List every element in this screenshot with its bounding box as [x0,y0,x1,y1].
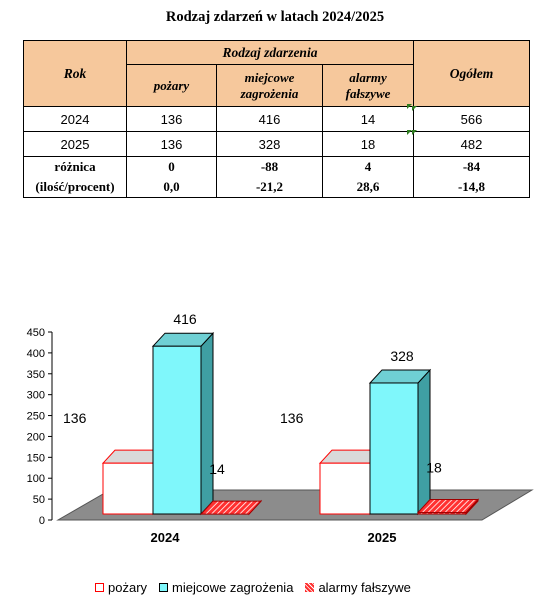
cell-pozary: 136 [126,131,217,157]
bar-miejscowe-side [200,331,214,516]
bar-alarmy-top [199,500,263,515]
cell-rok: 2025 [23,131,127,157]
header-rok: Rok [23,40,127,107]
diff-percent-ogolem: -14,8 [413,177,530,198]
y-tick-label: 300 [27,390,45,402]
bar-miejscowe-front [152,345,202,515]
legend-swatch-pozary [95,582,104,592]
page-title: Rodzaj zdarzeń w latach 2024/2025 [165,9,385,25]
diff-count-miejscowe: -88 [216,156,323,177]
header-miejscowe: miejcowe zagrożenia [216,64,323,107]
y-tick-label: 250 [27,411,45,423]
chart-legend: pożary miejcowe zagrożenia alarmy fałszy… [95,577,411,597]
bar-pozary-front [319,462,371,515]
y-tick-label: 100 [27,473,45,485]
legend-swatch-miejscowe [159,582,169,592]
legend-item-miejscowe: miejcowe zagrożenia [159,580,293,595]
header-alarmy: alarmy fałszywe [322,64,414,107]
cell-ogolem: 482 [413,131,530,157]
y-tick-label: 0 [39,515,45,527]
table-row: 2025 136 328 18 482 [23,131,530,157]
cell-ogolem: 566 [413,106,530,132]
diff-count-alarmy: 4 [322,156,414,177]
data-label: 136 [63,410,87,426]
data-label: 136 [280,410,304,426]
diff-label-sub: (ilość/procent) [23,177,127,198]
diff-percent-row: (ilość/procent) 0,0 -21,2 28,6 -14,8 [23,177,530,198]
header-pozary: pożary [126,64,217,107]
legend-label-pozary: pożary [108,579,148,595]
y-tick-label: 400 [27,348,45,360]
table-row: 2024 136 416 14 566 [23,106,530,132]
bar-pozary-front [102,462,154,515]
x-tick-label: 2025 [368,530,397,545]
legend-label-miejscowe: miejcowe zagrożenia [172,579,294,595]
cell-pozary: 136 [126,106,217,132]
diff-count-pozary: 0 [126,156,217,177]
cell-marker-icon [407,130,412,135]
events-table: Rok Rodzaj zdarzenia Ogółem pożary miejc… [23,40,530,198]
diff-percent-pozary: 0,0 [126,177,217,198]
bar-alarmy-front [417,511,467,515]
cell-marker-icon [407,104,412,109]
bar-miejscowe-side [417,368,431,516]
cell-miejscowe: 416 [216,106,323,132]
legend-label-alarmy: alarmy fałszywe [318,579,411,595]
diff-count-row: różnica 0 -88 4 -84 [23,156,530,177]
bar-chart: 0 50 100 150 200 250 300 350 400 450 136 416 14 2024… [27,311,534,545]
cell-marker-icon [412,106,417,111]
header-rodzaj: Rodzaj zdarzenia [126,40,414,65]
diff-percent-alarmy: 28,6 [322,177,414,198]
cell-alarmy: 18 [322,131,414,157]
bar-alarmy [199,499,263,516]
diff-label: różnica [23,156,127,177]
cell-alarmy: 14 [322,106,414,132]
y-tick-label: 350 [27,369,45,381]
cell-marker-icon [412,130,417,135]
data-label: 14 [209,461,225,477]
bar-alarmy [416,498,480,516]
data-label: 416 [173,311,197,327]
legend-item-alarmy: alarmy fałszywe [305,579,411,595]
diff-count-ogolem: -84 [413,156,530,177]
cell-rok: 2024 [23,106,127,132]
bar-miejscowe [368,368,432,516]
data-label: 18 [426,459,442,475]
data-label: 328 [390,348,414,364]
legend-swatch-alarmy [305,582,315,592]
cell-miejscowe: 328 [216,131,323,157]
bar-miejscowe [151,331,215,516]
y-tick-label: 50 [33,494,45,506]
y-tick-label: 450 [27,327,45,339]
x-tick-label: 2024 [151,530,181,545]
y-tick-label: 150 [27,452,45,464]
bar-miejscowe-front [369,382,419,515]
header-ogolem: Ogółem [413,40,530,107]
y-tick-label: 200 [27,431,45,443]
legend-item-pozary: pożary [95,580,147,595]
diff-percent-miejscowe: -21,2 [216,177,323,198]
